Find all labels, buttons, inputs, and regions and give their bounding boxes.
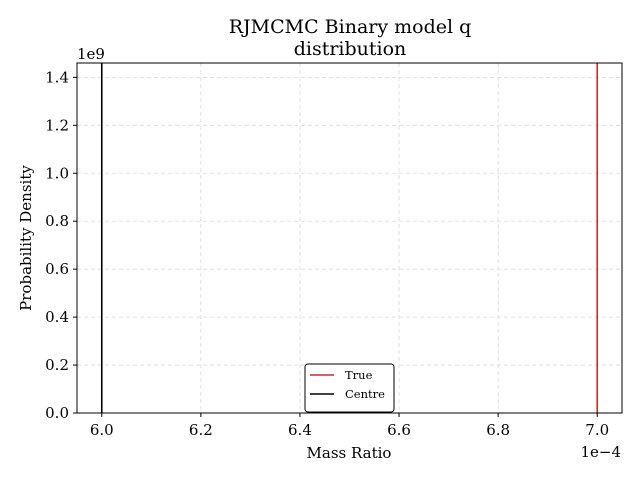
legend-label-centre: Centre (345, 387, 385, 401)
legend-label-true: True (345, 368, 373, 382)
x-tick-label: 7.0 (585, 421, 609, 439)
x-tick-label: 6.8 (486, 421, 510, 439)
y-tick-label: 1.0 (45, 164, 69, 182)
x-tick-label: 6.0 (90, 421, 114, 439)
y-axis-label: Probability Density (17, 165, 35, 311)
y-tick-label: 0.0 (45, 404, 69, 422)
grid (77, 63, 622, 414)
plot-frame (76, 62, 623, 414)
x-axis-ticks: 6.0 6.2 6.4 6.6 6.8 7.0 (90, 413, 609, 439)
y-axis-ticks: 0.0 0.2 0.4 0.6 0.8 1.0 1.2 1.4 (45, 68, 77, 422)
x-axis-label: Mass Ratio (307, 444, 392, 462)
x-tick-label: 6.4 (288, 421, 312, 439)
y-tick-label: 0.8 (45, 212, 69, 230)
chart-title-line-2: distribution (294, 38, 407, 60)
y-tick-label: 0.2 (45, 356, 69, 374)
chart-title-line-1: RJMCMC Binary model q (229, 16, 472, 38)
y-tick-label: 0.6 (45, 260, 69, 278)
legend-box (304, 363, 395, 413)
series-group (100, 63, 599, 413)
y-tick-label: 1.2 (45, 116, 69, 134)
y-axis-offset-label: 1e9 (77, 45, 105, 63)
y-tick-label: 0.4 (45, 308, 69, 326)
x-tick-label: 6.6 (387, 421, 411, 439)
x-tick-label: 6.2 (189, 421, 213, 439)
legend: True Centre (304, 363, 395, 413)
y-tick-label: 1.4 (45, 68, 69, 86)
x-axis-offset-label: 1e−4 (580, 443, 621, 461)
